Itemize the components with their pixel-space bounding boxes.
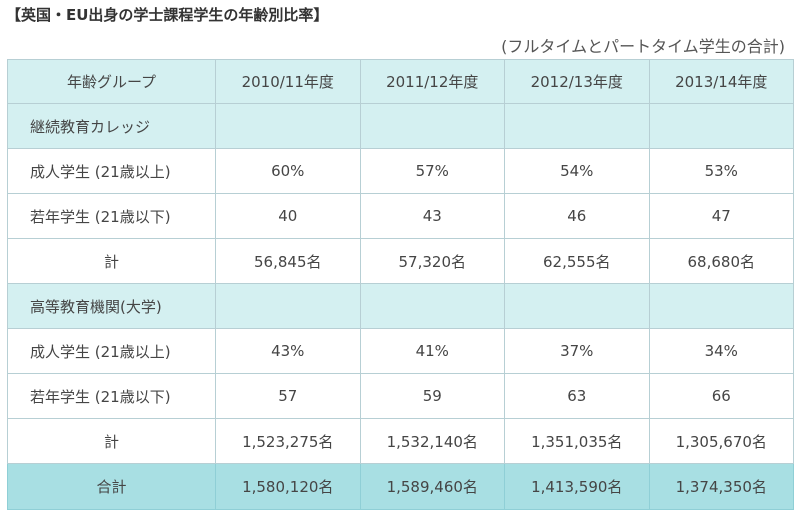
table-cell: 57 (215, 373, 361, 419)
header-year: 2013/14年度 (648, 59, 794, 104)
table-row-mature-students: 成人学生 (21歳以上) 60% 57% 54% 53% (7, 148, 794, 194)
table-cell: 1,580,120名 (215, 463, 361, 510)
table-cell: 37% (504, 328, 650, 374)
table-cell: 43 (359, 193, 505, 239)
section-empty-cell (215, 103, 361, 149)
table-cell: 53% (648, 148, 794, 194)
table-cell: 1,532,140名 (359, 418, 505, 464)
table-header-row: 年齢グループ 2010/11年度 2011/12年度 2012/13年度 201… (7, 59, 794, 104)
table-cell: 1,351,035名 (504, 418, 650, 464)
section-empty-cell (359, 283, 505, 329)
table-cell: 63 (504, 373, 650, 419)
table-cell: 68,680名 (648, 238, 794, 284)
row-label: 若年学生 (21歳以下) (7, 193, 216, 239)
table-cell: 59 (359, 373, 505, 419)
section-empty-cell (215, 283, 361, 329)
section-row-further-education: 継続教育カレッジ (7, 103, 794, 149)
table-cell: 62,555名 (504, 238, 650, 284)
row-label: 計 (7, 238, 216, 284)
table-cell: 46 (504, 193, 650, 239)
age-ratio-table: 年齢グループ 2010/11年度 2011/12年度 2012/13年度 201… (7, 59, 794, 510)
row-label: 若年学生 (21歳以下) (7, 373, 216, 419)
table-row-subtotal: 計 56,845名 57,320名 62,555名 68,680名 (7, 238, 794, 284)
section-row-higher-education: 高等教育機関(大学) (7, 283, 794, 329)
header-year: 2012/13年度 (504, 59, 650, 104)
table-cell: 1,305,670名 (648, 418, 794, 464)
table-cell: 43% (215, 328, 361, 374)
header-year: 2010/11年度 (215, 59, 361, 104)
table-cell: 60% (215, 148, 361, 194)
header-year: 2011/12年度 (359, 59, 505, 104)
table-note: (フルタイムとパートタイム学生の合計) (501, 37, 785, 56)
section-label: 継続教育カレッジ (7, 103, 216, 149)
table-row-young-students: 若年学生 (21歳以下) 57 59 63 66 (7, 373, 794, 419)
row-label: 計 (7, 418, 216, 464)
row-label: 合計 (7, 463, 216, 510)
table-cell: 40 (215, 193, 361, 239)
page-title: 【英国・EU出身の学士課程学生の年齢別比率】 (6, 6, 329, 24)
table-cell: 56,845名 (215, 238, 361, 284)
table-cell: 1,413,590名 (504, 463, 650, 510)
table-row-grand-total: 合計 1,580,120名 1,589,460名 1,413,590名 1,37… (7, 463, 794, 510)
table-cell: 1,374,350名 (648, 463, 794, 510)
table-cell: 66 (648, 373, 794, 419)
table-cell: 54% (504, 148, 650, 194)
table-row-young-students: 若年学生 (21歳以下) 40 43 46 47 (7, 193, 794, 239)
table-cell: 47 (648, 193, 794, 239)
section-empty-cell (359, 103, 505, 149)
section-label: 高等教育機関(大学) (7, 283, 216, 329)
table-cell: 34% (648, 328, 794, 374)
header-age-group: 年齢グループ (7, 59, 216, 104)
table-cell: 1,589,460名 (359, 463, 505, 510)
section-empty-cell (504, 283, 650, 329)
section-empty-cell (648, 283, 794, 329)
table-row-subtotal: 計 1,523,275名 1,532,140名 1,351,035名 1,305… (7, 418, 794, 464)
table-row-mature-students: 成人学生 (21歳以上) 43% 41% 37% 34% (7, 328, 794, 374)
table-cell: 57% (359, 148, 505, 194)
table-cell: 1,523,275名 (215, 418, 361, 464)
table-cell: 57,320名 (359, 238, 505, 284)
row-label: 成人学生 (21歳以上) (7, 148, 216, 194)
table-cell: 41% (359, 328, 505, 374)
section-empty-cell (648, 103, 794, 149)
section-empty-cell (504, 103, 650, 149)
row-label: 成人学生 (21歳以上) (7, 328, 216, 374)
